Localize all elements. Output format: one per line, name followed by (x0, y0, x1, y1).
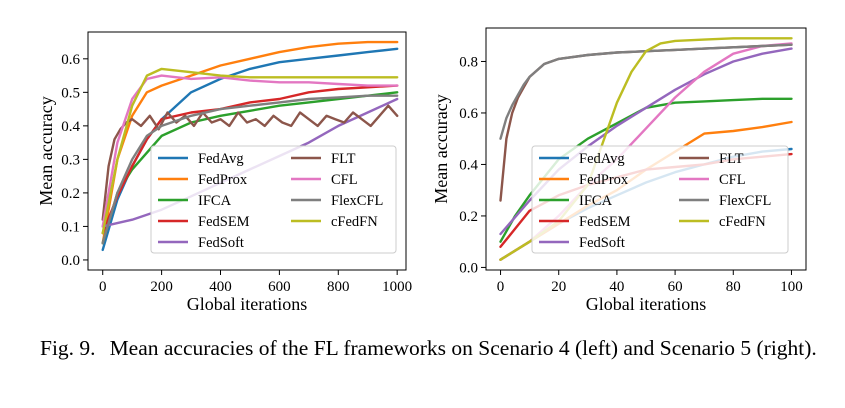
legend-label-cfedfn: cFedFN (719, 214, 766, 230)
y-tick-label: 0.2 (61, 186, 80, 202)
caption-text: Mean accuracies of the FL frameworks on … (109, 336, 817, 360)
y-tick-label: 0.0 (459, 260, 478, 276)
y-tick-label: 0.2 (459, 209, 478, 225)
figure-panels: 0 200 400 600 800 10000.00.10.20.30.40.50.6Gl… (36, 27, 807, 314)
chart-panel-left: 0 200 400 600 800 1000 0.0 0.1 0.2 0.3 0.4 0.5 0.6 Gl… (36, 31, 412, 314)
legend-label-fedavg: FedAvg (198, 151, 244, 167)
legend-label-cfl: CFL (719, 172, 746, 188)
x-tick-label: 200 (150, 279, 173, 295)
y-tick-label: 0.4 (61, 119, 80, 135)
legend-label-fedsoft: FedSoft (579, 235, 625, 251)
x-tick-label: 400 (209, 279, 232, 295)
plot-frame (485, 27, 807, 271)
y-tick-label: 0.0 (61, 253, 80, 269)
x-tick-label: 800 (327, 279, 350, 295)
series-line-flt (101, 104, 399, 221)
x-tick-label: 40 (609, 279, 624, 295)
x-tick-label: 1000 (382, 279, 412, 295)
caption-label: Fig. 9. (40, 336, 96, 360)
x-tick-label: 60 (668, 279, 683, 295)
series-line-ifca (101, 91, 399, 245)
y-tick-label: 0.3 (61, 152, 80, 168)
x-tick-label: 600 (268, 279, 291, 295)
legend-label-cfedfn: cFedFN (331, 214, 378, 230)
y-tick-label: 0.6 (61, 52, 80, 68)
y-axis-label: Mean accuracy (36, 96, 56, 205)
legend-label-fedavg: FedAvg (579, 151, 625, 167)
legend-label-flt: FLT (331, 151, 356, 167)
x-tick-label: 0 (497, 279, 505, 295)
legend-label-fedsem: FedSEM (579, 214, 631, 230)
legend-box (531, 145, 789, 254)
legend-label-ifca: IFCA (579, 193, 613, 209)
y-tick-label: 0.5 (61, 85, 80, 101)
chart-panel-right: 0 20 40 60 80 100 0.0 0.2 0.4 0.6 0.8 Global iterat… (431, 27, 807, 314)
x-axis-label: Global iterations (187, 294, 307, 314)
figure-caption: Fig. 9. Mean accuracies of the FL framewo… (40, 334, 830, 363)
legend-label-flexcfl: FlexCFL (719, 193, 771, 209)
x-tick-label: 20 (551, 279, 566, 295)
series-line-fedprox (101, 40, 399, 245)
x-axis-label: Global iterations (586, 294, 706, 314)
x-tick-label: 80 (726, 279, 741, 295)
legend: FedAvg FedProx IFCA FedSEM FedSoft FLT CFL Flex… (531, 145, 789, 254)
legend-label-fedsoft: FedSoft (198, 235, 244, 251)
legend-label-cfl: CFL (331, 172, 358, 188)
y-tick-label: 0.1 (61, 219, 80, 235)
series-line-cfl (101, 74, 399, 228)
y-axis-label: Mean accuracy (431, 94, 451, 203)
legend-label-fedprox: FedProx (579, 172, 629, 188)
legend-label-ifca: IFCA (198, 193, 232, 209)
legend: FedAvg FedProx IFCA FedSEM FedSoft FLT CFL Flex… (150, 145, 397, 254)
legend-box (150, 145, 397, 254)
y-tick-label: 0.8 (459, 54, 478, 70)
legend-label-flexcfl: FlexCFL (331, 193, 383, 209)
legend-label-fedprox: FedProx (198, 172, 248, 188)
y-tick-label: 0.4 (459, 157, 478, 173)
series-line-cfedfn (101, 67, 399, 235)
x-tick-label: 100 (780, 279, 803, 295)
legend-label-flt: FLT (719, 151, 744, 167)
series-line-flexcfl (499, 43, 793, 140)
plot-frame (87, 31, 407, 271)
series-line-flexcfl (101, 94, 399, 245)
y-tick-label: 0.6 (459, 106, 478, 122)
x-tick-label: 0 (99, 279, 107, 295)
legend-label-fedsem: FedSEM (198, 214, 250, 230)
